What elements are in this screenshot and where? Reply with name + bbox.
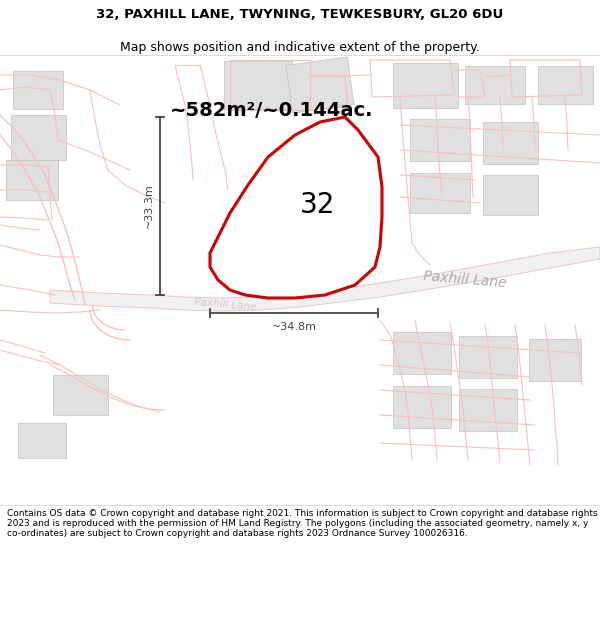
- Bar: [410, 119, 470, 161]
- Bar: [11, 114, 65, 159]
- Bar: [13, 71, 63, 109]
- Polygon shape: [210, 117, 382, 298]
- Text: ~33.3m: ~33.3m: [144, 184, 154, 228]
- Polygon shape: [50, 247, 600, 311]
- Bar: [392, 62, 458, 107]
- Bar: [6, 160, 58, 200]
- Text: 32, PAXHILL LANE, TWYNING, TEWKESBURY, GL20 6DU: 32, PAXHILL LANE, TWYNING, TEWKESBURY, G…: [97, 8, 503, 21]
- Bar: [529, 339, 581, 381]
- Bar: [410, 173, 470, 213]
- Bar: [459, 389, 517, 431]
- Bar: [18, 422, 66, 457]
- Bar: [538, 66, 593, 104]
- Text: Contains OS data © Crown copyright and database right 2021. This information is : Contains OS data © Crown copyright and d…: [7, 509, 598, 538]
- Bar: [482, 122, 538, 164]
- Bar: [53, 375, 107, 415]
- Text: Map shows position and indicative extent of the property.: Map shows position and indicative extent…: [120, 41, 480, 54]
- Text: ~582m²/~0.144ac.: ~582m²/~0.144ac.: [170, 101, 373, 119]
- Bar: [482, 175, 538, 215]
- Text: Paxhill Lane: Paxhill Lane: [193, 298, 257, 312]
- Text: 32: 32: [301, 191, 335, 219]
- Bar: [393, 386, 451, 428]
- Bar: [393, 332, 451, 374]
- Text: Paxhill Lane: Paxhill Lane: [423, 269, 507, 291]
- Bar: [286, 57, 354, 113]
- Bar: [224, 61, 292, 109]
- Text: ~34.8m: ~34.8m: [271, 322, 317, 332]
- Bar: [465, 66, 525, 104]
- Bar: [459, 336, 517, 378]
